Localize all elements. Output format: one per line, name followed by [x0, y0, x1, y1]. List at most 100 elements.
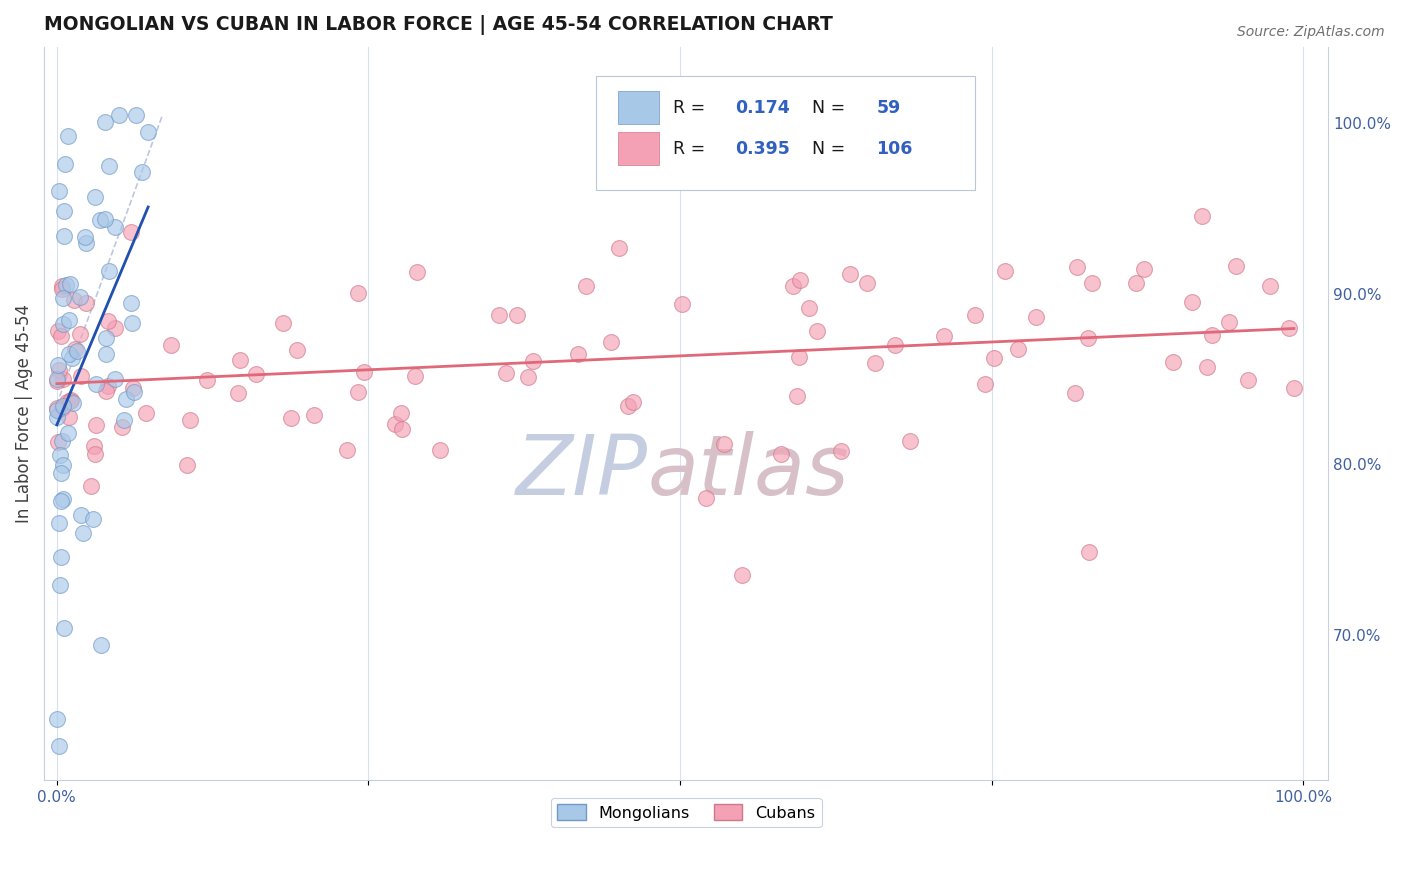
Point [97, 159, 120, 173]
Point [48, 739, 70, 753]
Point [62, 396, 84, 410]
Point [58, 312, 80, 326]
Point [195, 373, 218, 387]
Point [46, 372, 69, 386]
Point [83, 439, 105, 453]
Point [58, 410, 80, 425]
Point [60, 351, 83, 366]
FancyBboxPatch shape [619, 132, 659, 165]
Point [830, 443, 852, 458]
Point [90, 638, 112, 652]
Point [49, 577, 72, 591]
Point [51, 493, 73, 508]
Point [1025, 310, 1047, 324]
Point [83, 447, 105, 461]
Point [1125, 277, 1147, 291]
Point [115, 392, 138, 406]
Point [66, 343, 89, 358]
Point [136, 125, 159, 139]
Point [522, 354, 544, 368]
Point [46, 358, 69, 372]
Point [347, 385, 370, 400]
Text: R =: R = [673, 98, 711, 117]
Point [51, 549, 73, 564]
Point [1066, 260, 1088, 274]
Point [900, 434, 922, 448]
Point [46, 402, 69, 417]
Point [271, 316, 294, 330]
Point [98, 263, 121, 277]
Point [1077, 545, 1099, 559]
Point [125, 108, 148, 122]
Point [49, 328, 72, 343]
Point [384, 417, 406, 432]
Point [69, 326, 91, 341]
Point [1201, 328, 1223, 343]
Point [782, 278, 804, 293]
Point [280, 410, 302, 425]
Point [429, 442, 451, 457]
Point [884, 338, 907, 352]
Point [994, 263, 1017, 277]
Point [104, 321, 127, 335]
Point [406, 265, 429, 279]
Point [1225, 259, 1247, 273]
Point [883, 175, 905, 189]
Point [346, 285, 368, 300]
Point [983, 351, 1005, 365]
Point [51, 401, 73, 416]
Point [806, 325, 828, 339]
Point [48, 448, 70, 462]
Point [51, 279, 73, 293]
Point [617, 399, 640, 413]
Point [51, 434, 73, 449]
Point [488, 308, 510, 322]
Point [104, 372, 127, 386]
Point [965, 308, 987, 322]
Point [53, 621, 76, 635]
Point [695, 491, 717, 505]
Point [134, 406, 156, 420]
Point [131, 165, 153, 179]
Point [389, 406, 412, 420]
Point [52, 372, 75, 386]
Point [48, 184, 70, 198]
Point [176, 458, 198, 472]
Point [575, 279, 598, 293]
Point [49, 467, 72, 481]
Point [160, 338, 183, 352]
Point [1191, 209, 1213, 223]
Point [1081, 276, 1104, 290]
Point [1064, 386, 1087, 401]
Point [1236, 373, 1258, 387]
Point [104, 219, 127, 234]
Text: ZIP: ZIP [516, 432, 648, 513]
Point [120, 295, 142, 310]
Point [94, 384, 117, 399]
Point [94, 115, 117, 129]
Point [353, 365, 375, 379]
Point [46, 434, 69, 449]
Point [45, 401, 67, 416]
Text: N =: N = [811, 98, 851, 117]
Point [1007, 342, 1029, 356]
Point [1161, 355, 1184, 369]
Point [934, 329, 956, 343]
Point [73, 229, 96, 244]
Point [122, 381, 145, 395]
Point [69, 290, 91, 304]
Text: atlas: atlas [648, 432, 849, 513]
Point [70, 368, 93, 383]
Point [59, 392, 82, 407]
Point [89, 212, 111, 227]
FancyBboxPatch shape [619, 91, 659, 124]
Point [336, 443, 359, 458]
Point [567, 347, 589, 361]
Point [59, 393, 82, 408]
Point [84, 417, 107, 432]
Point [56, 395, 79, 409]
FancyBboxPatch shape [596, 76, 974, 190]
Point [769, 447, 792, 461]
Point [94, 212, 117, 227]
Point [58, 347, 80, 361]
